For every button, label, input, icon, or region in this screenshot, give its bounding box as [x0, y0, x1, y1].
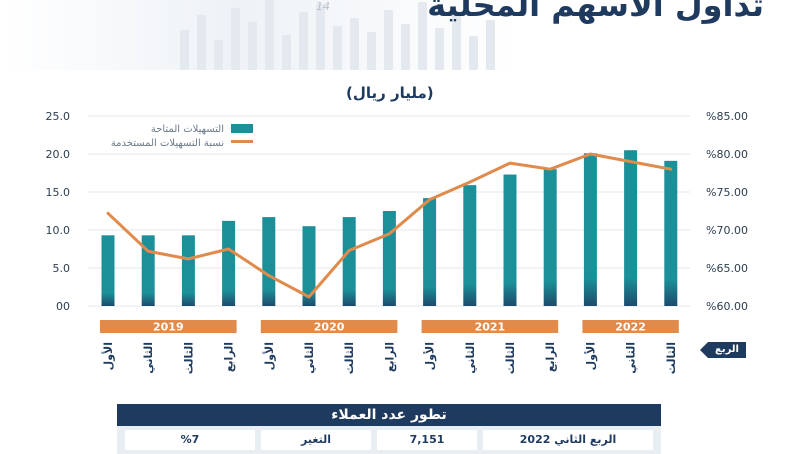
header-background-bar: [350, 18, 359, 70]
date-stamp: 14: [316, 0, 330, 13]
bar: [583, 153, 597, 306]
left-tick-label: 15.0: [46, 186, 71, 199]
right-tick-label: %70.00: [706, 224, 748, 237]
bar: [342, 217, 356, 306]
quarter-label: الثالث: [343, 342, 356, 374]
bar: [503, 174, 517, 306]
header-background-bar: [265, 0, 274, 70]
unit-label: (مليار ريال): [346, 84, 434, 102]
header-background-bar: [180, 30, 189, 70]
customers-panel-title: تطور عدد العملاء: [117, 404, 661, 426]
quarter-label: الأول: [262, 342, 276, 370]
header-background-bar: [231, 8, 240, 70]
quarter-label: الثاني: [464, 342, 477, 374]
quarter-labels: الأول الثاني الثالث الرابع الأول الثاني الثالث…: [101, 342, 678, 374]
left-tick-label: 25.0: [46, 110, 71, 123]
header-background: [0, 0, 520, 70]
quarter-label: الثاني: [142, 342, 155, 374]
bar: [543, 169, 557, 306]
year-band: [421, 320, 559, 333]
legend-line-label: نسبة التسهيلات المستخدمة: [111, 138, 224, 149]
legend: التسهيلات المتاحة نسبة التسهيلات المستخد…: [111, 124, 253, 149]
bar: [222, 220, 236, 306]
line-series: [106, 152, 673, 299]
customers-quarter: الربع الثاني 2022: [483, 430, 653, 450]
year-label: 2020: [314, 321, 345, 334]
bar: [181, 235, 195, 306]
bar: [463, 185, 477, 306]
bar: [624, 150, 638, 306]
header-background-bar: [333, 26, 342, 70]
quarter-label: الرابع: [383, 342, 396, 372]
page-title: تداول الأسهم المحلية: [427, 0, 764, 24]
quarter-label: الأول: [423, 342, 437, 370]
left-tick-label: 20.0: [46, 148, 71, 161]
right-tick-label: %75.00: [706, 186, 748, 199]
header-background-bar: [367, 32, 376, 70]
quarter-label: الرابع: [544, 342, 557, 372]
legend-line-swatch: [231, 140, 253, 143]
year-bands: 2019 2020 2021 2022: [100, 320, 679, 334]
left-tick-label: 00: [56, 300, 70, 313]
customers-value: 7,151: [377, 430, 477, 450]
header-background-bar: [486, 20, 495, 70]
quarter-label: الأول: [101, 342, 115, 370]
year-band: [100, 320, 237, 333]
year-label: 2019: [153, 321, 184, 334]
right-tick-label: %80.00: [706, 148, 748, 161]
quarter-label: الرابع: [223, 342, 236, 372]
axis-tag: الربع: [700, 342, 754, 358]
right-axis: %60.00 %65.00 %70.00 %75.00 %80.00 %85.00: [706, 110, 748, 313]
axis-tag-label: الربع: [708, 342, 746, 358]
bar: [101, 235, 115, 306]
chart: 00 5.0 10.0 15.0 20.0 25.0 %60.00 %65.00 %70.00…: [46, 110, 748, 374]
bar: [382, 211, 396, 306]
header-background-bar: [435, 28, 444, 70]
year-band: [582, 320, 679, 333]
quarter-label: الثاني: [625, 342, 638, 374]
customers-panel: تطور عدد العملاء %7 التغير 7,151 الربع ا…: [117, 404, 661, 454]
right-tick-label: %65.00: [706, 262, 748, 275]
header-background-bar: [299, 12, 308, 70]
header-background-bar: [214, 40, 223, 70]
customers-change-label: التغير: [261, 430, 371, 450]
header-background-bar: [469, 36, 478, 70]
legend-bar-swatch: [231, 124, 253, 133]
header-background-bar: [282, 35, 291, 70]
year-label: 2022: [615, 321, 646, 334]
bar: [664, 160, 678, 306]
customers-change-value: %7: [125, 430, 255, 450]
right-tick-label: %85.00: [706, 110, 748, 123]
header-background-bar: [197, 15, 206, 70]
bar: [302, 226, 316, 306]
quarter-label: الأول: [583, 342, 597, 370]
header-background-bar: [248, 22, 257, 70]
bar: [423, 198, 437, 306]
header-background-bar: [384, 10, 393, 70]
axis-tag-arrow: [700, 342, 708, 358]
bars: [101, 150, 678, 306]
quarter-label: الثالث: [182, 342, 195, 374]
legend-bar-label: التسهيلات المتاحة: [151, 124, 224, 135]
left-tick-label: 5.0: [53, 262, 71, 275]
header-background-bar: [316, 4, 325, 70]
bar: [262, 217, 276, 306]
quarter-label: الثالث: [504, 342, 517, 374]
year-label: 2021: [475, 321, 506, 334]
right-tick-label: %60.00: [706, 300, 748, 313]
header-background-bar: [418, 2, 427, 70]
header-background-bar: [452, 14, 461, 70]
left-tick-label: 10.0: [46, 224, 71, 237]
left-axis: 00 5.0 10.0 15.0 20.0 25.0: [46, 110, 71, 313]
year-band: [260, 320, 398, 333]
header-background-bar: [401, 24, 410, 70]
quarter-label: الثالث: [665, 342, 678, 374]
quarter-label: الثاني: [303, 342, 316, 374]
